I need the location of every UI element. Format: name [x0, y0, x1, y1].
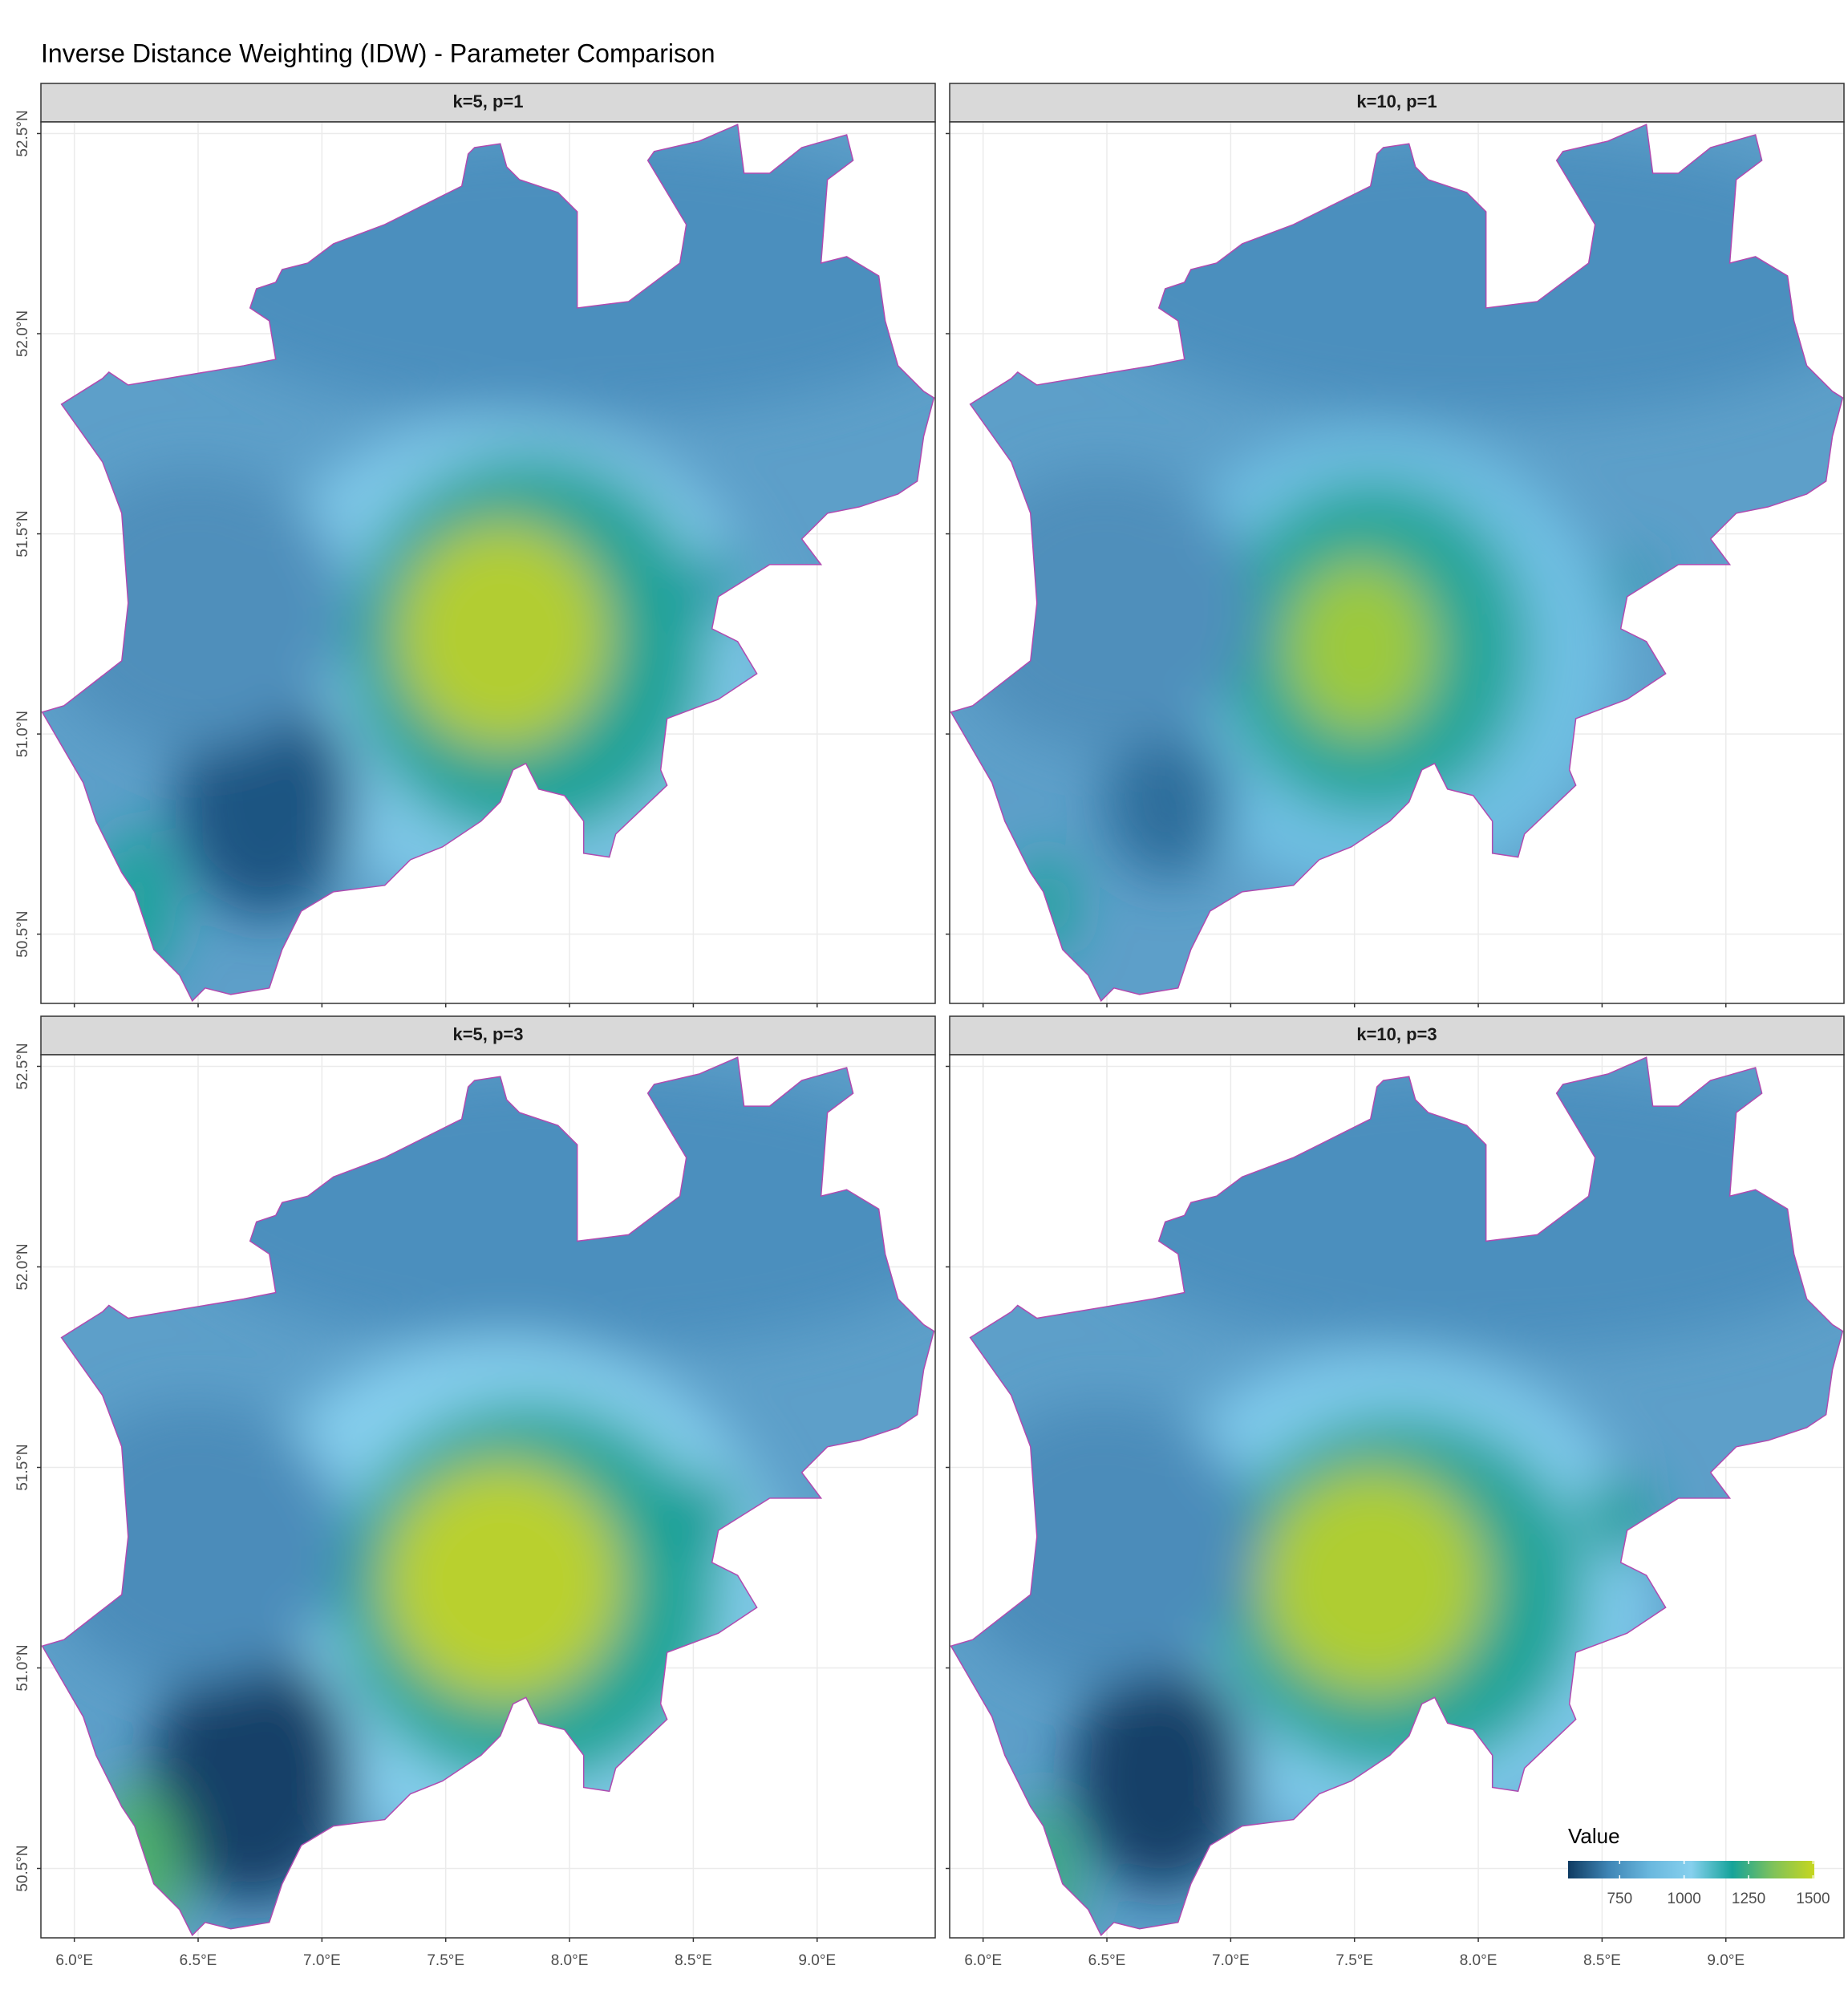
- y-tick-label: 51.0°N: [14, 1644, 31, 1691]
- x-tick-label: 6.5°E: [1088, 1952, 1126, 1969]
- region-outline: [41, 124, 935, 1003]
- region-outline: [950, 124, 1844, 1003]
- legend-title: Value: [1568, 1824, 1620, 1848]
- region-outline: [41, 1056, 935, 1937]
- strip: [949, 1015, 1845, 1056]
- panel-border: [40, 121, 936, 1004]
- raster-blob: [1103, 724, 1232, 879]
- x-tick-label: 7.0°E: [1212, 1952, 1250, 1969]
- x-tick-label: 9.0°E: [1707, 1952, 1745, 1969]
- x-tick-label: 8.0°E: [1460, 1952, 1497, 1969]
- x-tick-label: 6.0°E: [964, 1952, 1002, 1969]
- y-tick-label: 51.0°N: [14, 711, 31, 757]
- strip-label: k=10, p=3: [1356, 1024, 1437, 1044]
- x-tick-label: 8.5°E: [1583, 1952, 1621, 1969]
- strip-label: k=5, p=1: [452, 91, 523, 111]
- x-tick-label: 7.5°E: [1335, 1952, 1373, 1969]
- legend-tick-label: 1000: [1668, 1891, 1701, 1907]
- raster-blob: [393, 519, 612, 751]
- x-tick-label: 9.0°E: [798, 1952, 836, 1969]
- legend-tick-label: 750: [1607, 1891, 1632, 1907]
- strip: [40, 83, 936, 123]
- x-tick-label: 6.5°E: [180, 1952, 217, 1969]
- x-tick-label: 7.0°E: [303, 1952, 341, 1969]
- strip: [40, 1015, 936, 1056]
- y-tick-label: 51.5°N: [14, 1444, 31, 1490]
- panel-border: [949, 1054, 1845, 1939]
- strip: [949, 83, 1845, 123]
- y-tick-label: 51.5°N: [14, 510, 31, 557]
- raster-blob: [1283, 557, 1437, 738]
- x-tick-label: 8.5°E: [675, 1952, 712, 1969]
- region-outline: [950, 1056, 1844, 1937]
- y-tick-label: 52.0°N: [14, 310, 31, 357]
- panel-border: [949, 121, 1845, 1004]
- y-tick-label: 50.5°N: [14, 1845, 31, 1891]
- x-tick-label: 6.0°E: [55, 1952, 93, 1969]
- strip-label: k=10, p=1: [1356, 91, 1437, 111]
- y-tick-label: 52.0°N: [14, 1243, 31, 1290]
- panel-border: [40, 1054, 936, 1939]
- y-tick-label: 50.5°N: [14, 911, 31, 958]
- raster-blob: [149, 1646, 355, 1903]
- raster-blob: [1257, 1465, 1489, 1698]
- y-tick-label: 52.5°N: [14, 1043, 31, 1089]
- raster-blob: [380, 1459, 625, 1704]
- colorbar: [1568, 1861, 1814, 1878]
- y-tick-label: 52.5°N: [14, 110, 31, 156]
- legend-tick-label: 1250: [1732, 1891, 1765, 1907]
- legend-tick-label: 1500: [1796, 1891, 1830, 1907]
- chart-title: Inverse Distance Weighting (IDW) - Param…: [41, 38, 715, 67]
- raster-blob: [1071, 1659, 1251, 1891]
- strip-label: k=5, p=3: [452, 1024, 523, 1044]
- x-tick-label: 7.5°E: [427, 1952, 464, 1969]
- x-tick-label: 8.0°E: [551, 1952, 589, 1969]
